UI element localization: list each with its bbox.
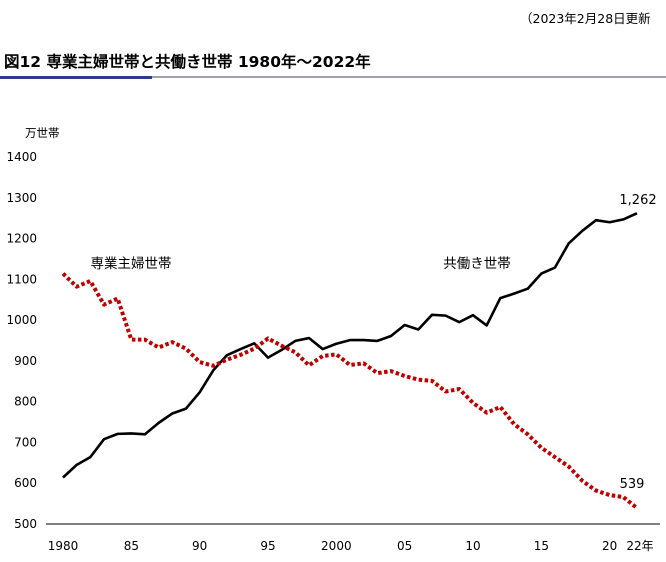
series-label-housewife: 専業主婦世帯 — [91, 255, 172, 272]
y-axis-unit-label: 万世帯 — [25, 126, 60, 140]
y-tick-label: 1100 — [6, 272, 37, 286]
page-title: 図12 専業主婦世帯と共働き世帯 1980年～2022年 — [4, 53, 371, 71]
series-line-dual-income — [62, 212, 638, 479]
labels-layer: 共働き世帯 専業主婦世帯 1,262 539 — [91, 193, 657, 492]
axes: 500 600 700 800 900 1000 1100 1200 1300 1400 万世帯 19… — [6, 126, 660, 553]
update-note: （2023年2月28日更新 — [520, 11, 651, 26]
x-tick-label: 22年 — [626, 539, 653, 553]
series-line-housewife — [61, 272, 639, 510]
title-rule-accent — [0, 76, 152, 79]
y-tick-label: 1200 — [6, 232, 37, 246]
y-tick-label: 900 — [14, 354, 37, 368]
end-value-label-housewife: 539 — [620, 477, 645, 492]
x-tick-label: 10 — [465, 539, 480, 553]
y-tick-label: 500 — [14, 517, 37, 531]
x-tick-label: 95 — [260, 539, 275, 553]
y-tick-label: 800 — [14, 395, 37, 409]
y-tick-label: 1300 — [6, 191, 37, 205]
y-tick-label: 600 — [14, 476, 37, 490]
y-tick-label: 1000 — [6, 313, 37, 327]
x-tick-label: 05 — [397, 539, 412, 553]
end-value-label-dual-income: 1,262 — [619, 193, 656, 208]
x-tick-label: 85 — [124, 539, 139, 553]
x-tick-label: 2000 — [321, 539, 352, 553]
y-tick-label: 700 — [14, 435, 37, 449]
y-tick-label: 1400 — [6, 150, 37, 164]
x-tick-label: 90 — [192, 539, 207, 553]
x-tick-label: 15 — [534, 539, 549, 553]
series-layer — [61, 212, 639, 510]
series-label-dual-income: 共働き世帯 — [443, 256, 511, 272]
x-tick-label: 20 — [602, 539, 617, 553]
x-tick-label: 1980 — [48, 539, 79, 553]
title-rule — [0, 76, 666, 78]
